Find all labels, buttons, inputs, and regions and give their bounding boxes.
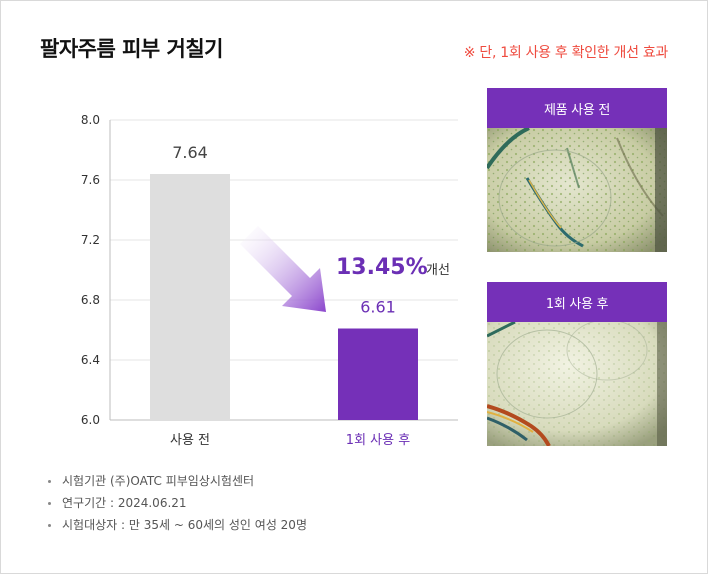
footnote-remark: ※ 단, 1회 사용 후 확인한 개선 효과 [463,45,669,61]
bar-after [338,328,418,420]
bar-value-label: 7.64 [172,143,208,162]
y-tick-label: 8.0 [81,113,100,127]
study-notes: 시험기관 (주)OATC 피부임상시험센터 연구기간 : 2024.06.21 … [48,470,307,536]
y-tick-label: 6.8 [81,293,100,307]
photo-after: 1회 사용 후 [487,282,667,446]
decrease-arrow-icon [240,226,326,312]
x-category-label: 1회 사용 후 [346,433,410,448]
y-tick-label: 6.4 [81,353,100,367]
note-institution: 시험기관 (주)OATC 피부임상시험센터 [48,470,307,492]
note-subjects: 시험대상자 : 만 35세 ~ 60세의 성인 여성 20명 [48,514,307,536]
improvement-percent: 13.45% [336,255,428,280]
bar-value-label: 6.61 [360,298,396,317]
y-tick-label: 7.6 [81,173,100,187]
note-period: 연구기간 : 2024.06.21 [48,492,307,514]
skin-image-before [487,128,667,252]
x-category-label: 사용 전 [170,433,210,448]
y-tick-label: 6.0 [81,413,100,427]
photo-before-label: 제품 사용 전 [487,88,667,128]
page-title: 팔자주름 피부 거칠기 [40,37,224,61]
photo-after-label: 1회 사용 후 [487,282,667,322]
improvement-word: 개선 [426,263,450,278]
y-tick-label: 7.2 [81,233,100,247]
bar-before [150,174,230,420]
skin-image-after [487,322,667,446]
photo-before: 제품 사용 전 [487,88,667,252]
